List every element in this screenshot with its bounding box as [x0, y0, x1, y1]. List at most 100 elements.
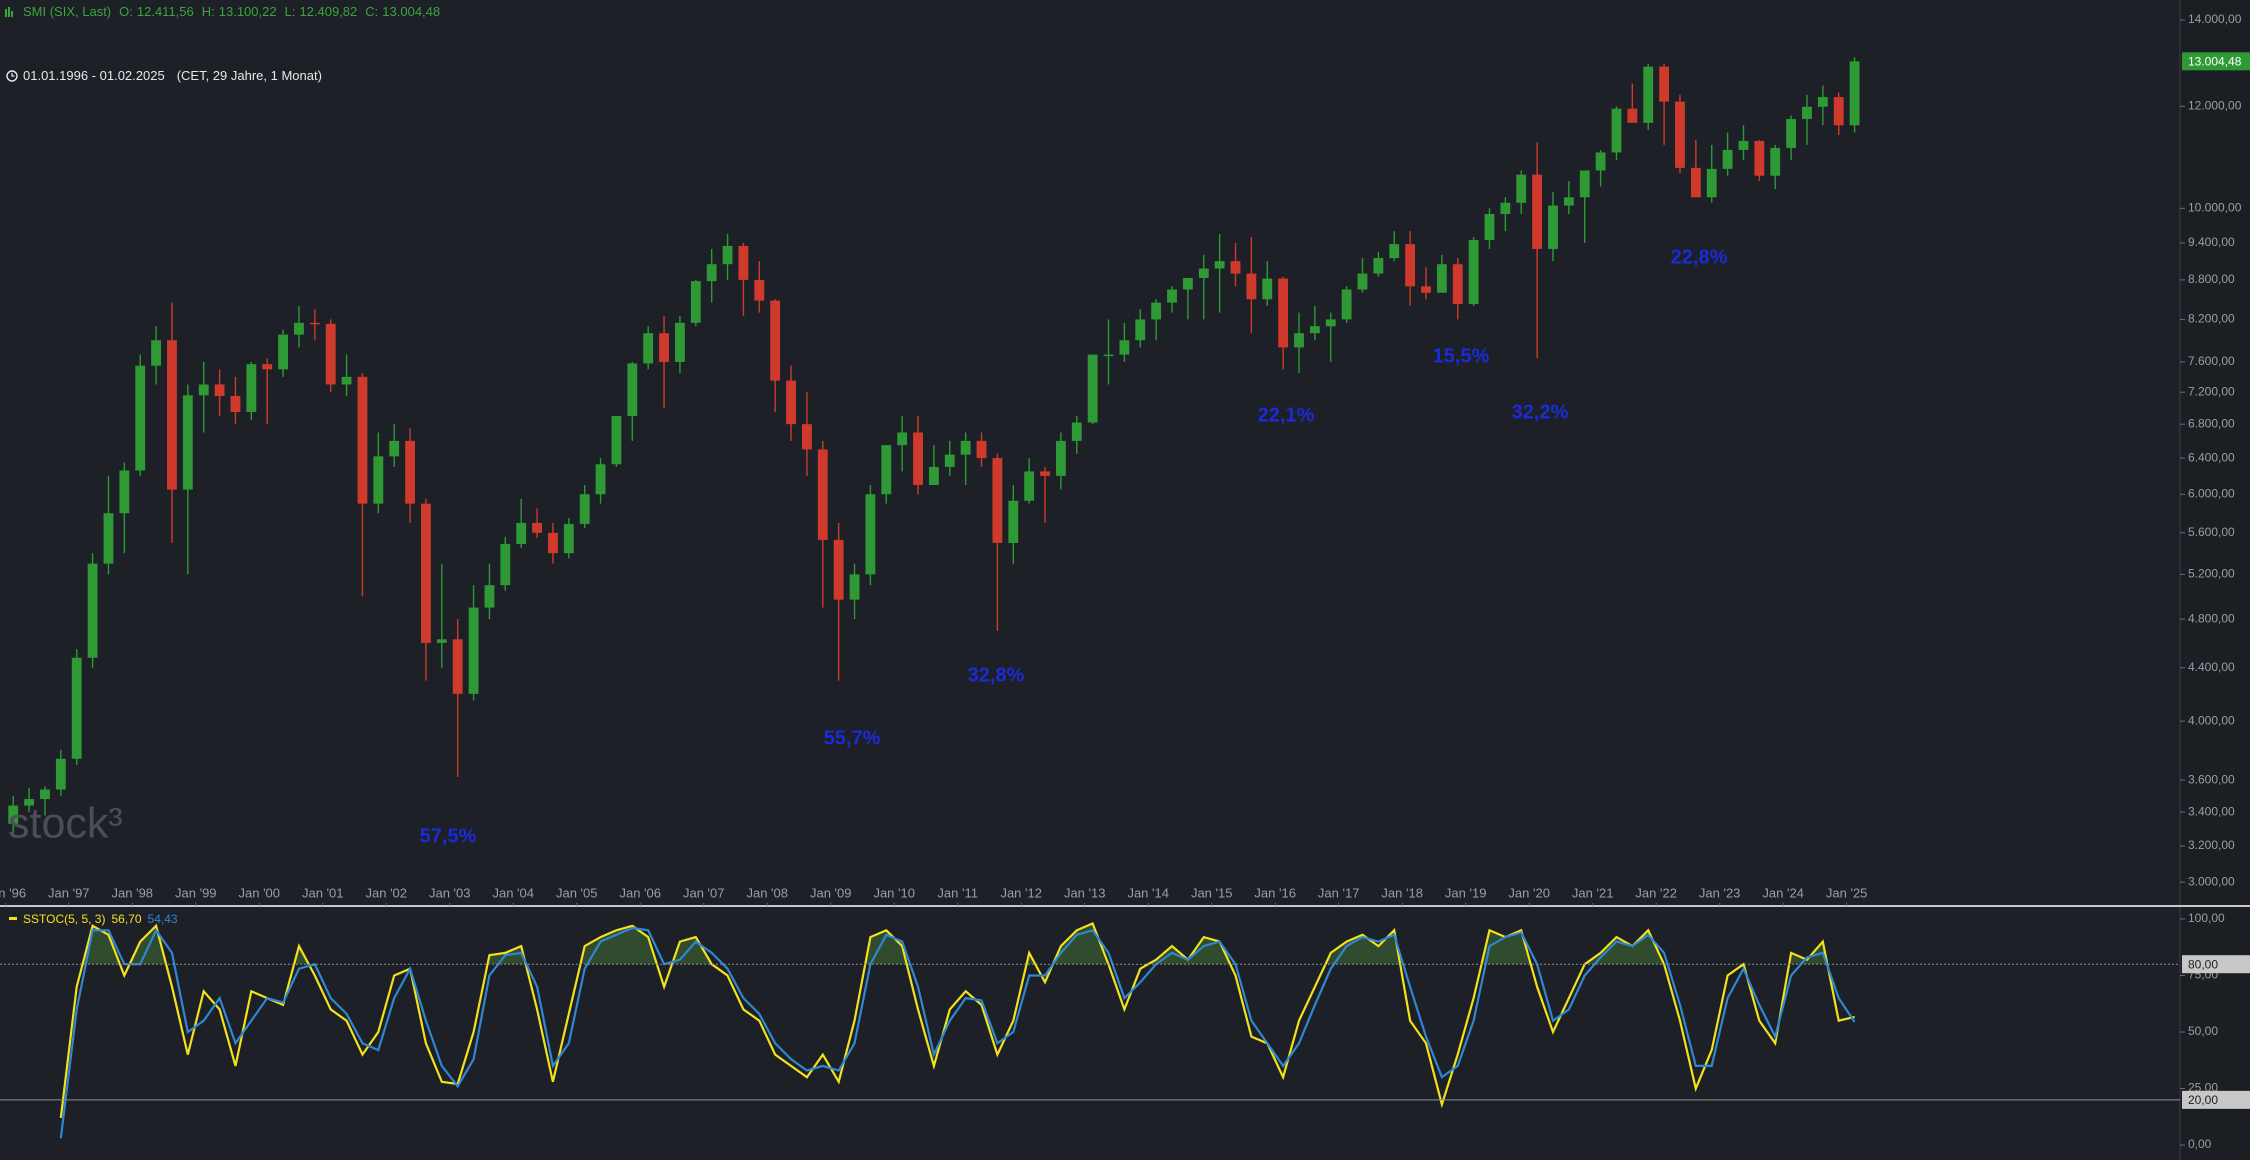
x-tick-label: Jan '13: [1064, 885, 1106, 900]
y-tick-label: 14.000,00: [2188, 12, 2242, 26]
stoch-value: 54,43: [148, 912, 178, 926]
candle-body: [1230, 261, 1241, 274]
y-tick-label: 7.600,00: [2188, 354, 2235, 368]
candle-body: [865, 494, 876, 575]
candle-body: [1563, 197, 1574, 206]
candle-body: [1294, 333, 1304, 348]
candle-body: [1548, 205, 1558, 249]
candle-body: [1055, 440, 1066, 476]
x-tick-label: Jan '96: [0, 885, 26, 900]
candle-body: [611, 416, 622, 465]
x-tick-label: Jan '16: [1254, 885, 1296, 900]
candle-body: [1182, 277, 1193, 290]
candle-body: [960, 440, 971, 455]
x-tick-label: Jan '07: [683, 885, 725, 900]
candle-body: [1786, 119, 1797, 148]
y-tick-label: 4.000,00: [2188, 713, 2235, 727]
clock-icon: [6, 70, 18, 82]
stoch-legend-swatch: [9, 917, 17, 920]
candle-body: [373, 456, 384, 504]
candle-body: [1833, 97, 1844, 126]
stoch-name: SSTOC(5, 5, 3): [23, 912, 105, 926]
candle-body: [1341, 289, 1352, 320]
x-tick-label: Jan '04: [492, 885, 534, 900]
candle-body: [1595, 152, 1606, 171]
x-tick-label: Jan '98: [112, 885, 154, 900]
candle-body: [1309, 326, 1320, 334]
candle-body: [405, 440, 415, 504]
x-tick-label: Jan '14: [1127, 885, 1169, 900]
candle-body: [294, 322, 304, 335]
candle-body: [706, 264, 717, 282]
drawdown-annotation: 32,8%: [968, 664, 1025, 686]
candle-body: [786, 380, 796, 425]
candle-body: [817, 449, 828, 540]
range-note: (CET, 29 Jahre, 1 Monat): [177, 68, 322, 83]
candle-body: [1040, 471, 1050, 476]
x-tick-label: Jan '15: [1191, 885, 1233, 900]
candle-body: [1675, 101, 1685, 168]
candle-body: [643, 333, 654, 364]
level-tag: [2182, 1090, 2250, 1109]
candle-body: [992, 458, 1003, 543]
candle-body: [1135, 319, 1146, 341]
candle-body: [548, 532, 558, 554]
candle-body: [1119, 340, 1130, 355]
candle-body: [1722, 149, 1733, 169]
date-range: 01.01.1996 - 01.02.2025 (CET, 29 Jahre, 1…: [23, 68, 322, 83]
y-tick-label: 12.000,00: [2188, 98, 2242, 112]
candle-body: [1452, 264, 1463, 304]
candle-body: [262, 364, 273, 370]
candle-body: [1754, 140, 1765, 176]
candle-body: [1802, 106, 1812, 120]
candle-body: [1579, 170, 1590, 198]
drawdown-annotation: 15,5%: [1433, 345, 1490, 367]
candle-body: [1246, 273, 1257, 300]
candle-body: [246, 364, 257, 412]
candle-body: [182, 395, 193, 490]
y-tick-label: 5.200,00: [2188, 566, 2235, 580]
candle-body: [1262, 278, 1273, 300]
x-tick-label: Jan '25: [1826, 885, 1868, 900]
candle-body: [1516, 174, 1527, 203]
stoch-legend: SSTOC(5, 5, 3) 56,70 54,43: [23, 912, 178, 926]
candle-body: [484, 585, 495, 608]
candle-body: [1198, 268, 1209, 278]
candle-body: [976, 440, 987, 459]
candle-body: [1167, 289, 1177, 303]
drawdown-annotation: 22,1%: [1258, 404, 1315, 426]
candle-body: [1103, 354, 1114, 357]
y-tick-label: 8.200,00: [2188, 312, 2235, 326]
candle-body: [135, 365, 146, 471]
x-tick-label: Jan '08: [746, 885, 788, 900]
candle-body: [1817, 97, 1828, 107]
stoch-value: 56,70: [111, 912, 141, 926]
candle-body: [119, 470, 130, 514]
candle-body: [563, 523, 574, 554]
candle-body: [24, 799, 35, 806]
ohlc-value: 13.004,48: [382, 4, 440, 19]
stoch-panel: [59, 922, 1856, 1139]
candle-body: [754, 279, 765, 301]
ohlc-key: C:: [365, 4, 378, 19]
x-tick-label: Jan '06: [619, 885, 661, 900]
candle-body: [1389, 244, 1400, 259]
symbol-name: SMI (SIX, Last): [23, 4, 111, 19]
candle-body: [675, 322, 685, 362]
ohlc-key: O:: [119, 4, 133, 19]
y-tick-label: 0,00: [2188, 1137, 2212, 1151]
y-tick-label: 50,00: [2188, 1024, 2218, 1038]
candle-body: [532, 522, 542, 533]
candle-body: [421, 503, 431, 643]
drawdown-annotation: 22,8%: [1671, 246, 1728, 268]
y-tick-label: 4.800,00: [2188, 611, 2235, 625]
candle-body: [1849, 61, 1860, 126]
price-panel: [8, 57, 1860, 838]
drawdown-annotation: 57,5%: [420, 825, 477, 847]
candle-body: [738, 245, 749, 280]
candle-body: [595, 464, 606, 495]
header: SMI (SIX, Last) O: 12.411,56 H: 13.100,22 L: 1…: [23, 4, 440, 19]
x-tick-label: Jan '01: [302, 885, 344, 900]
x-tick-label: Jan '21: [1572, 885, 1614, 900]
